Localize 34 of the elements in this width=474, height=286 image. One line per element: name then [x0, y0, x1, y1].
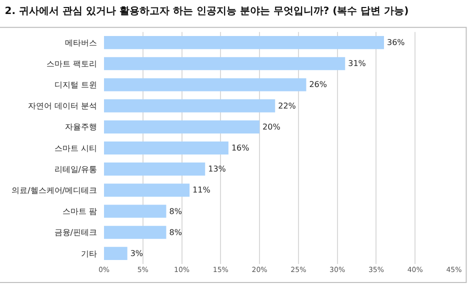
data-label: 11%	[192, 186, 211, 195]
bar	[104, 204, 166, 218]
data-label: 26%	[309, 80, 328, 90]
data-label: 31%	[348, 59, 366, 68]
y-tick-label: 스마트 팜	[62, 207, 97, 216]
bar	[104, 184, 190, 197]
y-tick-label: 스마트 시티	[54, 144, 97, 153]
y-tick-label: 자율주행	[65, 122, 97, 132]
data-label: 8%	[169, 206, 182, 216]
chart-title: 2. 귀사에서 관심 있거나 활용하고자 하는 인공지능 분야는 무엇입니까? (복수 답변 가능)	[4, 6, 409, 18]
data-label: 8%	[169, 228, 182, 237]
y-tick-label: 금융/핀테크	[54, 228, 97, 238]
data-label: 20%	[262, 122, 281, 132]
bar	[104, 99, 276, 112]
bar	[104, 36, 384, 50]
bar	[104, 226, 166, 239]
y-tick-label: 스마트 팩토리	[46, 59, 97, 68]
data-label: 22%	[278, 101, 296, 110]
bar	[104, 246, 128, 260]
bar	[104, 57, 346, 70]
y-tick-label: 기타	[81, 249, 97, 258]
bar	[104, 78, 306, 92]
data-label: 16%	[231, 144, 250, 152]
y-tick-label: 메타버스	[65, 38, 97, 48]
data-label: 3%	[130, 248, 144, 258]
data-label: 36%	[387, 38, 406, 48]
y-tick-label: 의료/헬스케어/메디테크	[12, 186, 97, 195]
bar	[104, 162, 206, 176]
y-tick-label: 리테일/유통	[54, 164, 97, 174]
data-label: 13%	[208, 164, 226, 174]
y-tick-label: 디지털 트윈	[54, 80, 97, 90]
bar	[104, 120, 260, 134]
y-tick-label: 자연어 데이터 분석	[28, 102, 97, 111]
bar	[104, 141, 228, 155]
